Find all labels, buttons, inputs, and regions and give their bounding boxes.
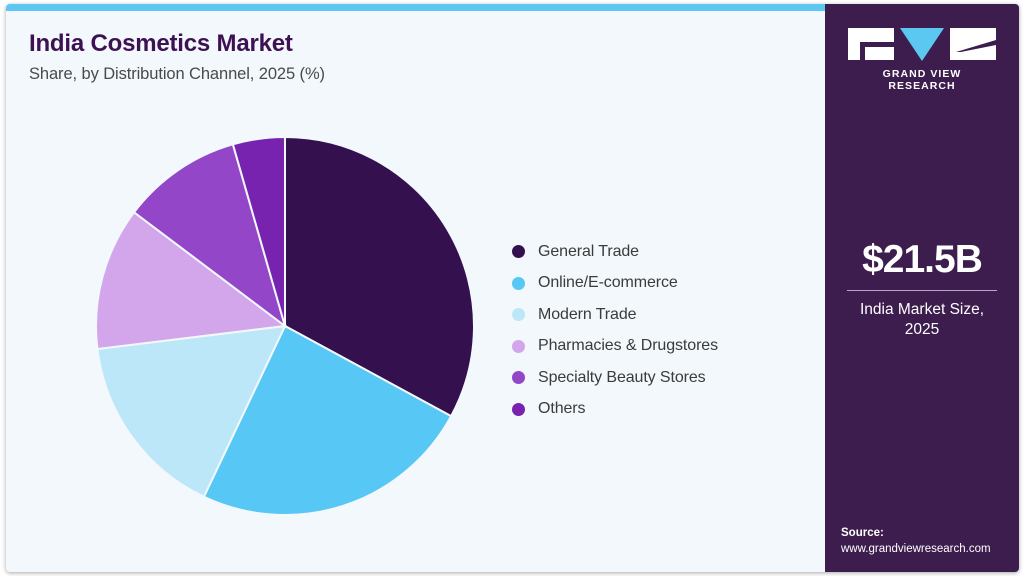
source-url: www.grandviewresearch.com [841,543,991,556]
chart-legend: General Trade Online/E-commerce Modern Tra… [512,236,812,425]
legend-item[interactable]: Specialty Beauty Stores [512,362,812,394]
chart-header: India Cosmetics Market Share, by Distrib… [29,30,669,84]
legend-color-dot-icon [512,371,525,385]
pie-slice [231,136,286,327]
legend-item-label: Others [538,400,586,418]
legend-color-dot-icon [512,276,525,290]
pie-slice [132,143,287,329]
brand-sidebar: GRAND VIEW RESEARCH $21.5B India Market … [825,4,1019,572]
source-block: Source: www.grandviewresearch.com [841,525,1017,558]
stat-divider [847,290,997,291]
pie-slice [96,324,287,499]
logo-marks [848,28,996,61]
pie-slice [95,210,288,351]
legend-item[interactable]: Modern Trade [512,299,812,331]
pie-chart-svg [95,136,475,516]
grand-view-research-logo: GRAND VIEW RESEARCH [848,28,996,92]
chart-card: India Cosmetics Market Share, by Distrib… [6,4,1019,572]
pie-chart [95,136,475,516]
logo-wordmark: GRAND VIEW RESEARCH [882,68,962,92]
legend-color-dot-icon [512,402,525,416]
legend-item-label: Online/E-commerce [538,274,678,292]
legend-item-label: Modern Trade [538,305,637,323]
logo-r-icon [950,28,996,60]
legend-color-dot-icon [512,339,525,353]
source-title: Source: [841,526,884,539]
legend-item[interactable]: Pharmacies & Drugstores [512,331,812,363]
legend-item[interactable]: Online/E-commerce [512,268,812,300]
pie-slice-group [95,136,475,516]
pie-slice [284,136,475,418]
legend-color-dot-icon [512,245,525,259]
logo-v-triangle-icon [900,28,944,61]
page-subtitle: Share, by Distribution Channel, 2025 (%) [29,64,325,83]
legend-color-dot-icon [512,308,525,322]
stat-label: India Market Size, 2025 [859,301,985,339]
logo-g-icon [848,28,894,60]
legend-item-label: General Trade [538,242,639,260]
legend-item[interactable]: Others [512,394,812,426]
legend-item[interactable]: General Trade [512,236,812,268]
legend-item-label: Pharmacies & Drugstores [538,337,718,355]
legend-item-label: Specialty Beauty Stores [538,368,706,386]
accent-topbar [6,4,1019,11]
page-title: India Cosmetics Market [29,30,293,57]
stat-value: $21.5B [862,238,983,281]
market-size-stat: $21.5B India Market Size, 2025 [825,240,1019,340]
pie-slice [202,324,453,516]
